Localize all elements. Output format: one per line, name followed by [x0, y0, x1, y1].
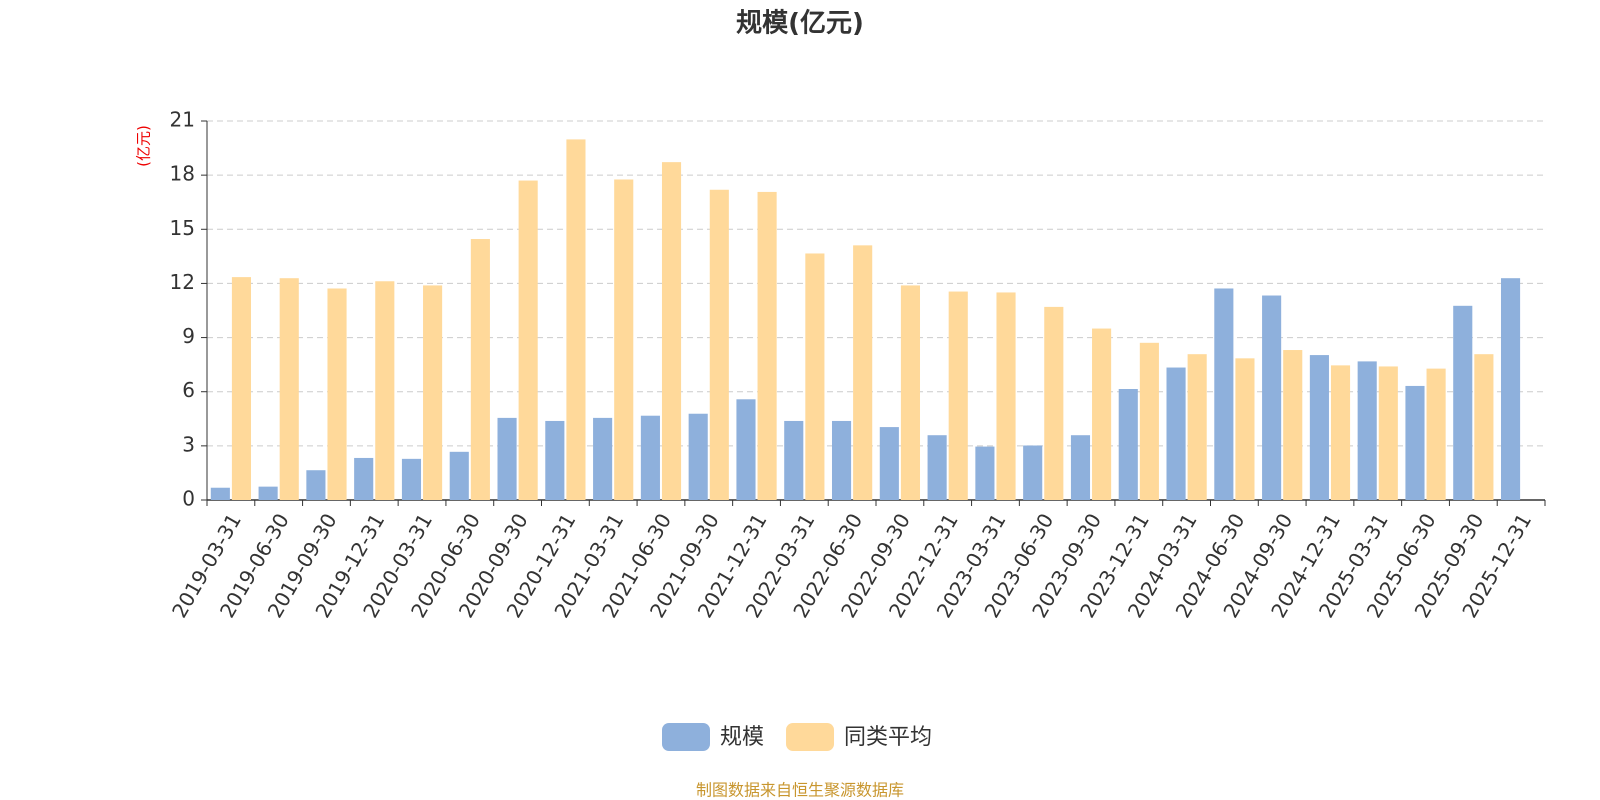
- y-tick-label: 3: [182, 432, 195, 456]
- bar: [614, 179, 634, 500]
- bar: [1214, 288, 1234, 500]
- y-tick-label: 21: [170, 108, 195, 132]
- bar: [805, 253, 825, 500]
- y-tick-label: 12: [170, 270, 195, 294]
- y-unit-label: (亿元): [135, 125, 153, 167]
- bar: [1309, 355, 1329, 500]
- bar: [927, 435, 947, 500]
- bar: [975, 446, 995, 500]
- bar: [375, 281, 395, 500]
- bar: [1500, 278, 1521, 500]
- bar: [1453, 305, 1473, 500]
- bar: [518, 180, 538, 501]
- chart-title: 规模(亿元): [736, 9, 864, 39]
- y-tick-label: 6: [182, 378, 195, 402]
- bar: [784, 420, 804, 500]
- bar: [996, 292, 1016, 500]
- bar: [1044, 306, 1064, 500]
- bar: [470, 239, 490, 500]
- bar: [688, 413, 708, 500]
- y-tick-label: 15: [170, 216, 195, 240]
- bar: [831, 420, 852, 500]
- bar: [1357, 361, 1377, 500]
- y-tick-label: 18: [170, 162, 195, 186]
- bar: [1235, 358, 1255, 500]
- bar: [1166, 367, 1186, 500]
- bar: [1070, 435, 1091, 500]
- bar: [279, 278, 299, 500]
- bar: [757, 191, 777, 501]
- bar: [306, 470, 326, 500]
- bar: [853, 245, 873, 500]
- y-tick-label: 9: [182, 324, 195, 348]
- bar: [258, 486, 278, 500]
- bar: [593, 417, 613, 500]
- bar: [231, 277, 252, 500]
- bar: [879, 427, 899, 500]
- bar: [1092, 328, 1112, 500]
- bar: [1474, 354, 1494, 500]
- bar: [1023, 445, 1043, 500]
- bar: [423, 285, 443, 500]
- bar: [1378, 366, 1398, 500]
- bar: [1262, 295, 1282, 500]
- bar: [449, 451, 469, 500]
- bar: [566, 139, 586, 500]
- bar: [545, 420, 565, 500]
- bar: [736, 399, 756, 500]
- bar: [1330, 365, 1351, 500]
- bar: [1405, 385, 1425, 500]
- y-tick-label: 0: [182, 487, 195, 511]
- source-note: 制图数据来自恒生聚源数据库: [696, 781, 904, 800]
- bar: [640, 415, 660, 500]
- bar: [900, 285, 921, 500]
- bar: [948, 291, 968, 500]
- bar: [1283, 350, 1303, 500]
- legend-swatch[interactable]: [662, 723, 710, 751]
- bar: [661, 162, 682, 501]
- bar: [1187, 354, 1207, 500]
- bar: [327, 288, 347, 500]
- bar: [1426, 368, 1446, 500]
- bar: [354, 457, 374, 500]
- legend-label[interactable]: 规模: [720, 725, 764, 750]
- bar: [210, 487, 230, 500]
- legend-label[interactable]: 同类平均: [844, 725, 932, 750]
- bar: [1118, 389, 1138, 500]
- bar: [401, 458, 422, 500]
- bar: [1139, 342, 1159, 500]
- legend-swatch[interactable]: [786, 723, 835, 751]
- bar: [709, 189, 729, 501]
- bar: [497, 417, 517, 500]
